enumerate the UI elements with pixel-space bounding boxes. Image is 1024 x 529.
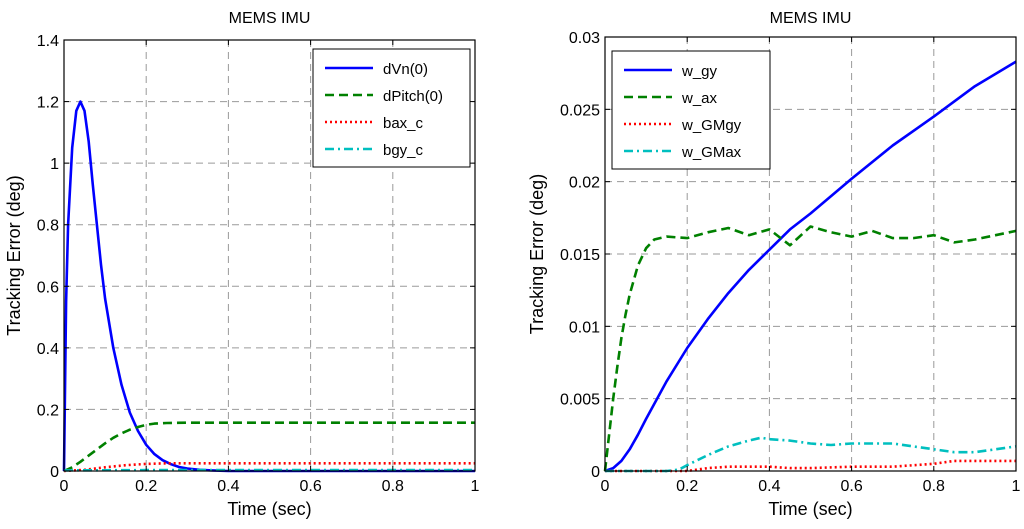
y-tick-label: 1.2	[37, 95, 59, 112]
legend-label: bax_c	[383, 115, 424, 132]
x-tick-label: 0.2	[135, 478, 157, 495]
y-tick-label: 0	[591, 464, 600, 481]
x-tick-label: 0.4	[217, 478, 239, 495]
y-tick-label: 0.02	[569, 175, 600, 192]
y-tick-label: 0.005	[560, 392, 600, 409]
axes-frame	[63, 39, 476, 472]
y-tick-label: 1	[50, 156, 59, 173]
x-tick-label: 0.8	[923, 478, 945, 495]
chart-title: MEMS IMU	[770, 10, 852, 27]
right-chart: 0 0.2 0.4 0.6 0.8 1 0 0.005 0.01 0.015 0.02 0.025 0.…	[527, 10, 1021, 519]
series-line-w_GMgy	[605, 459, 1016, 473]
x-tick-label: 0.4	[758, 478, 780, 495]
x-tick-label: 0	[60, 478, 69, 495]
series-line-w_ax	[603, 225, 1017, 472]
chart-title: MEMS IMU	[229, 10, 311, 27]
x-tick-label: 0.8	[382, 478, 404, 495]
y-axis-label: Tracking Error (deg)	[527, 174, 547, 334]
legend: dVn(0) dPitch(0) bax_c bgy_c	[312, 48, 471, 168]
x-tick-label: 0	[601, 478, 610, 495]
legend: w_gy w_ax w_GMgy w_GMax	[611, 50, 771, 170]
y-tick-label: 0.6	[37, 279, 59, 296]
legend-label: w_ax	[681, 90, 718, 107]
series-line-w_gy	[604, 60, 1017, 473]
x-tick-label: 0.6	[299, 478, 321, 495]
x-axis-label: Time (sec)	[768, 499, 852, 519]
x-tick-label: 1	[1012, 478, 1021, 495]
series-line-w_GMax	[605, 436, 1017, 473]
y-tick-label: 0.015	[560, 247, 600, 264]
y-tick-label: 0	[50, 464, 59, 481]
y-tick-label: 0.2	[37, 402, 59, 419]
x-tick-label: 1	[471, 478, 480, 495]
left-chart: 0 0.2 0.4 0.6 0.8 1 0 0.2 0.4 0.6 0.8 1 1.2 1.4 MEMS I…	[4, 10, 480, 519]
legend-label: w_GMgy	[681, 117, 742, 134]
y-tick-label: 1.4	[37, 33, 59, 50]
y-tick-label: 0.025	[560, 102, 600, 119]
legend-label: bgy_c	[383, 142, 424, 159]
legend-label: dPitch(0)	[383, 88, 443, 105]
x-tick-label: 0.6	[840, 478, 862, 495]
x-axis-label: Time (sec)	[227, 499, 311, 519]
legend-label: dVn(0)	[383, 61, 428, 78]
y-tick-label: 0.01	[569, 319, 600, 336]
y-tick-label: 0.8	[37, 218, 59, 235]
legend-label: w_GMax	[681, 144, 742, 161]
y-tick-label: 0.4	[37, 341, 59, 358]
y-axis-label: Tracking Error (deg)	[4, 175, 24, 335]
x-tick-label: 0.2	[676, 478, 698, 495]
y-tick-label: 0.03	[569, 30, 600, 47]
legend-label: w_gy	[681, 63, 718, 80]
